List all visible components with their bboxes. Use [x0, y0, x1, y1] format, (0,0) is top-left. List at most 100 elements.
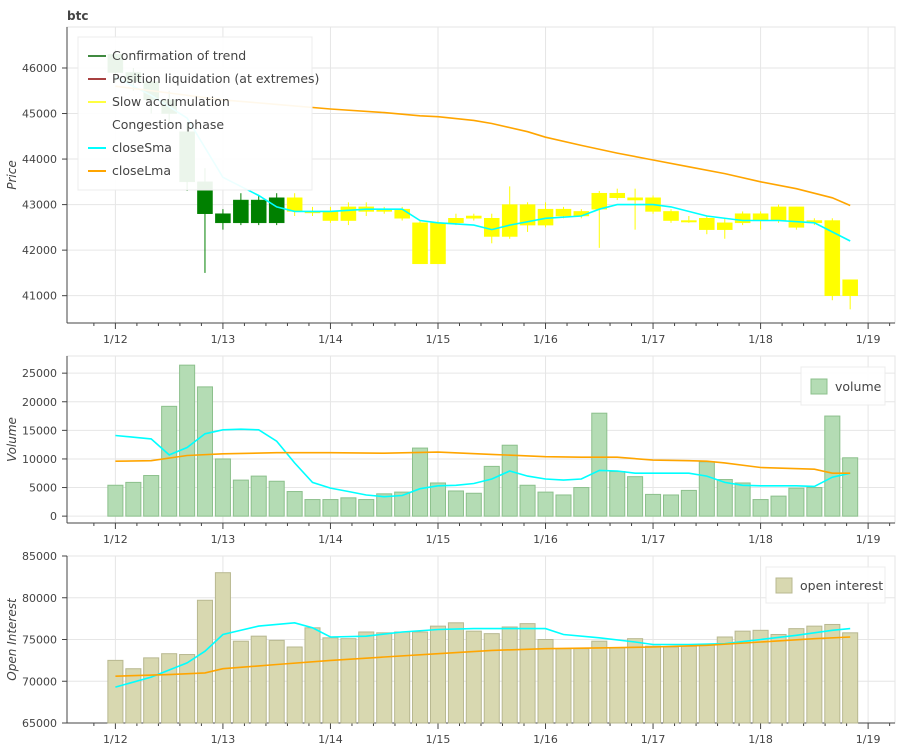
y-tick-label: 45000	[22, 108, 57, 121]
bar	[179, 364, 196, 517]
y-tick-label: 42000	[22, 244, 57, 257]
y-tick-label: 80000	[22, 592, 57, 605]
bar	[609, 647, 626, 724]
bar	[196, 599, 213, 724]
bar	[806, 487, 823, 517]
candle-body	[250, 199, 267, 224]
y-axis-title: Volume	[5, 417, 19, 462]
bar	[609, 471, 626, 517]
bar	[394, 631, 411, 724]
y-tick-label: 43000	[22, 199, 57, 212]
bar	[268, 639, 285, 724]
candle-body	[466, 215, 482, 219]
x-tick-label: 1/19	[856, 733, 881, 746]
bar	[232, 640, 249, 724]
x-tick-label: 1/16	[533, 733, 558, 746]
legend-label: open interest	[800, 578, 883, 593]
bar	[376, 493, 393, 517]
candle-body	[519, 204, 536, 226]
legend-label: closeSma	[112, 140, 172, 155]
bar	[680, 645, 697, 724]
bar	[412, 631, 429, 724]
closeLma-line	[115, 451, 851, 475]
y-tick-label: 75000	[22, 634, 57, 647]
candle-body	[842, 279, 858, 296]
bar	[447, 490, 464, 517]
legend-label: Position liquidation (at extremes)	[112, 71, 319, 86]
bar	[429, 625, 447, 724]
candle-body	[627, 197, 643, 201]
bar	[340, 638, 357, 724]
price-panel: 41000 42000 43000 44000 45000 46000 1/12 1/13 1/…	[5, 26, 896, 346]
y-tick-label: 15000	[22, 424, 57, 437]
x-tick-label: 1/17	[641, 733, 666, 746]
y-tick-label: 20000	[22, 396, 57, 409]
bar	[465, 630, 482, 724]
y-tick-label: 41000	[22, 290, 57, 303]
x-tick-label: 1/16	[533, 333, 558, 346]
bar	[250, 635, 267, 724]
y-tick-label: 5000	[29, 482, 57, 495]
x-tick-label: 1/17	[641, 533, 666, 546]
bar	[250, 475, 267, 517]
bar	[645, 645, 662, 724]
bar	[591, 640, 608, 724]
x-tick-label: 1/12	[103, 733, 128, 746]
legend-label: volume	[835, 379, 882, 394]
bar	[645, 493, 662, 517]
closeSma-line	[115, 428, 851, 498]
candle-body	[483, 218, 500, 237]
bar	[627, 638, 644, 724]
bar	[161, 653, 178, 724]
x-tick-label: 1/14	[318, 333, 343, 346]
legend-swatch	[810, 378, 828, 395]
x-tick-label: 1/15	[426, 533, 451, 546]
bar	[412, 447, 429, 517]
y-axis-title: Price	[5, 160, 19, 189]
bar	[161, 405, 178, 517]
bar	[662, 494, 680, 517]
bar	[806, 625, 823, 724]
bar	[214, 572, 231, 724]
bar	[752, 499, 769, 517]
x-tick-label: 1/15	[426, 733, 451, 746]
candle-body	[340, 206, 357, 221]
bar	[734, 482, 751, 517]
closeSma-line	[115, 76, 851, 242]
y-axis-title: Open Interest	[5, 597, 19, 681]
bar	[483, 465, 500, 517]
bar	[788, 487, 805, 517]
bar	[268, 480, 285, 517]
candle-body	[591, 192, 608, 210]
candle-body	[412, 222, 428, 265]
bar	[501, 444, 518, 517]
x-tick-label: 1/13	[211, 733, 236, 746]
candle-body	[699, 218, 715, 230]
bar	[698, 644, 715, 724]
bar	[358, 499, 375, 517]
y-tick-label: 46000	[22, 62, 57, 75]
candle-body	[394, 208, 410, 219]
volume-panel: 0 5000 10000 15000 20000 25000 1/12 1/13 1/14 1/1…	[5, 355, 896, 546]
bar	[465, 492, 482, 517]
bar	[125, 481, 142, 517]
candle-body	[681, 220, 697, 223]
bar	[662, 646, 680, 724]
legend-label: Slow accumulation	[112, 94, 230, 109]
x-tick-label: 1/18	[748, 533, 773, 546]
bar	[286, 491, 303, 517]
bar	[770, 633, 787, 724]
candle-body	[609, 192, 626, 199]
bar	[125, 668, 142, 724]
bar	[304, 499, 321, 517]
bar	[322, 499, 339, 517]
bar	[555, 494, 572, 517]
bar	[824, 415, 841, 517]
candle-body	[770, 206, 787, 221]
candle-body	[322, 211, 339, 221]
bar	[143, 657, 160, 724]
bar	[214, 458, 231, 517]
y-tick-label: 10000	[22, 453, 57, 466]
bar	[698, 461, 715, 517]
